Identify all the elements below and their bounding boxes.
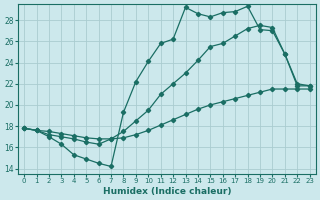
X-axis label: Humidex (Indice chaleur): Humidex (Indice chaleur): [103, 187, 231, 196]
